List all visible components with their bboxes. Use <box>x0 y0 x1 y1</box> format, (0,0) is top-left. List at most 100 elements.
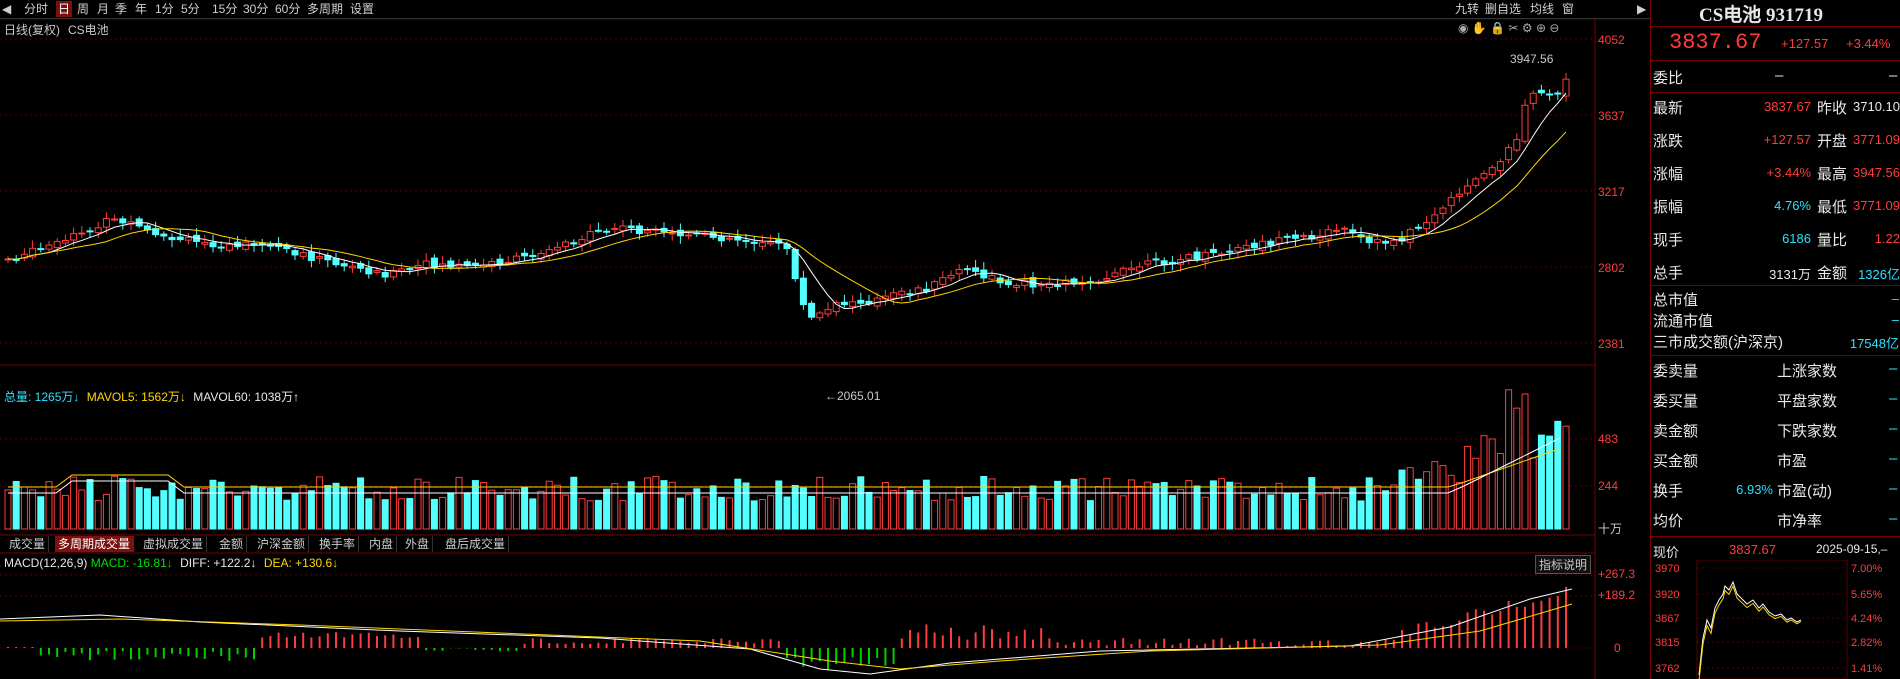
indicator-tab-1[interactable]: 多周期成交量 <box>55 536 135 552</box>
indicator-tab-8[interactable]: 盘后成交量 <box>442 536 510 552</box>
chart-area[interactable]: 日线(复权) CS电池 ◉ ✋ 🔒 ✂ ⚙ ⊕ ⊖ 3947.56 ←2065.… <box>0 19 1650 679</box>
volume-bar <box>562 494 570 530</box>
period-tab-11[interactable]: 多周期 <box>307 2 344 16</box>
mini-intraday-chart[interactable]: 3970 7.00% 3920 5.65% 3867 4.24% 3815 2.82% 3762… <box>1651 560 1900 679</box>
volume-bar <box>1078 478 1086 530</box>
scissors-icon[interactable]: ✂ <box>1508 21 1519 35</box>
candle <box>406 268 414 271</box>
lock-icon[interactable]: 🔒 <box>1490 21 1506 35</box>
candle <box>586 231 594 242</box>
volume-bar <box>660 480 668 530</box>
period-tab-1[interactable]: 日 <box>56 1 73 17</box>
indicator-help-button[interactable]: 指标说明 <box>1535 555 1592 574</box>
volume-bar <box>348 487 356 530</box>
toolbar-right-item-3[interactable]: 窗 <box>1562 2 1575 16</box>
mini-price-line <box>1698 580 1802 676</box>
volume-bar <box>1070 478 1078 530</box>
volume-bar <box>578 498 586 530</box>
volume-bar <box>668 481 676 530</box>
ma10-line <box>7 131 1567 304</box>
indicator-tab-6[interactable]: 内盘 <box>366 536 398 552</box>
candle <box>37 248 45 251</box>
indicator-tab-0[interactable]: 成交量 <box>6 536 50 552</box>
quote-value: 3837.67 <box>1764 99 1811 114</box>
quote-label: 开盘 <box>1817 133 1848 150</box>
volume-bar <box>217 481 225 530</box>
candle <box>1234 246 1242 252</box>
panel-pct: +3.44% <box>1846 36 1891 51</box>
toolbar-right-item-2[interactable]: 均线 <box>1530 2 1555 16</box>
candle <box>1439 207 1447 214</box>
toolbar-right-item-0[interactable]: 九转 <box>1455 2 1480 16</box>
candle <box>1332 229 1340 232</box>
volume-bar <box>1480 435 1488 530</box>
candle <box>570 242 578 245</box>
quote-value: 3771.09 <box>1853 198 1900 213</box>
eye-icon[interactable]: ◉ <box>1458 21 1469 35</box>
volume-bar <box>45 481 53 530</box>
period-tab-5[interactable]: 年 <box>135 2 148 16</box>
toolbar-right-item-1[interactable]: 删自选 <box>1485 2 1522 16</box>
indicator-tab-7[interactable]: 外盘 <box>402 536 434 552</box>
volume-mavol5: MAVOL5: 1562万↓ <box>86 390 186 404</box>
candle <box>668 232 676 235</box>
stat-dash: – <box>1889 360 1898 377</box>
zoom-out-icon[interactable]: ⊖ <box>1549 21 1560 35</box>
low-price-label: ←2065.01 <box>825 389 881 403</box>
period-tab-2[interactable]: 周 <box>77 2 90 16</box>
volume-bar <box>1250 493 1258 530</box>
period-tab-12[interactable]: 设置 <box>350 2 375 16</box>
period-tab-4[interactable]: 季 <box>115 2 128 16</box>
quote-label: 总手 <box>1653 265 1684 282</box>
volume-bar <box>726 497 734 530</box>
indicator-tab-3[interactable]: 金额 <box>216 536 248 552</box>
macd-value: MACD: -16.81↓ <box>90 556 173 570</box>
mavol5-line <box>8 448 1561 488</box>
volume-bar <box>1037 497 1045 530</box>
indicator-tab-2[interactable]: 虚拟成交量 <box>140 536 208 552</box>
volume-bar <box>1505 389 1513 530</box>
toolbar-left-arrow-icon[interactable]: ◀ <box>2 2 12 16</box>
period-tab-10[interactable]: 60分 <box>275 2 301 16</box>
period-tab-0[interactable]: 分时 <box>24 2 49 16</box>
volume-bar <box>1496 453 1504 530</box>
period-tab-8[interactable]: 15分 <box>212 2 238 16</box>
candle <box>849 301 857 307</box>
volume-bar <box>201 488 209 530</box>
stat-label: 市盈 <box>1777 453 1808 470</box>
toolbar-right-arrow-icon[interactable]: ▶ <box>1637 2 1647 16</box>
volume-bar <box>1086 500 1094 530</box>
volume-bar <box>758 499 766 530</box>
volume-bar <box>988 478 996 530</box>
volume-bar <box>963 496 971 530</box>
candle <box>291 250 299 256</box>
period-tab-6[interactable]: 1分 <box>155 2 174 16</box>
quote-value: 1326亿 <box>1858 267 1900 282</box>
indicator-tab-5[interactable]: 换手率 <box>316 536 360 552</box>
quote-value: 3131万 <box>1769 267 1811 282</box>
divider <box>1651 355 1900 356</box>
gear-icon[interactable]: ⚙ <box>1521 21 1533 35</box>
volume-bar <box>209 479 217 530</box>
period-tab-7[interactable]: 5分 <box>181 2 200 16</box>
period-tab-3[interactable]: 月 <box>97 2 110 16</box>
candle <box>78 232 86 235</box>
volume-bar <box>176 498 184 530</box>
volume-bar <box>1546 435 1554 530</box>
candle <box>1021 279 1029 286</box>
kline-chart[interactable] <box>0 19 1650 679</box>
volume-bar <box>553 484 561 530</box>
volume-bar <box>1275 482 1283 530</box>
volume-bar <box>439 496 447 530</box>
volume-bar <box>1455 482 1463 530</box>
candle <box>70 233 78 241</box>
hand-icon[interactable]: ✋ <box>1471 21 1487 35</box>
quote-value: 3771.09 <box>1853 132 1900 147</box>
zoom-in-icon[interactable]: ⊕ <box>1535 21 1546 35</box>
period-tab-9[interactable]: 30分 <box>243 2 269 16</box>
candle <box>726 237 734 240</box>
volume-bar <box>939 492 947 530</box>
mini-right-tick: 5.65% <box>1851 589 1882 601</box>
indicator-tab-4[interactable]: 沪深金额 <box>254 536 310 552</box>
volume-tick: 244 <box>1598 479 1619 493</box>
